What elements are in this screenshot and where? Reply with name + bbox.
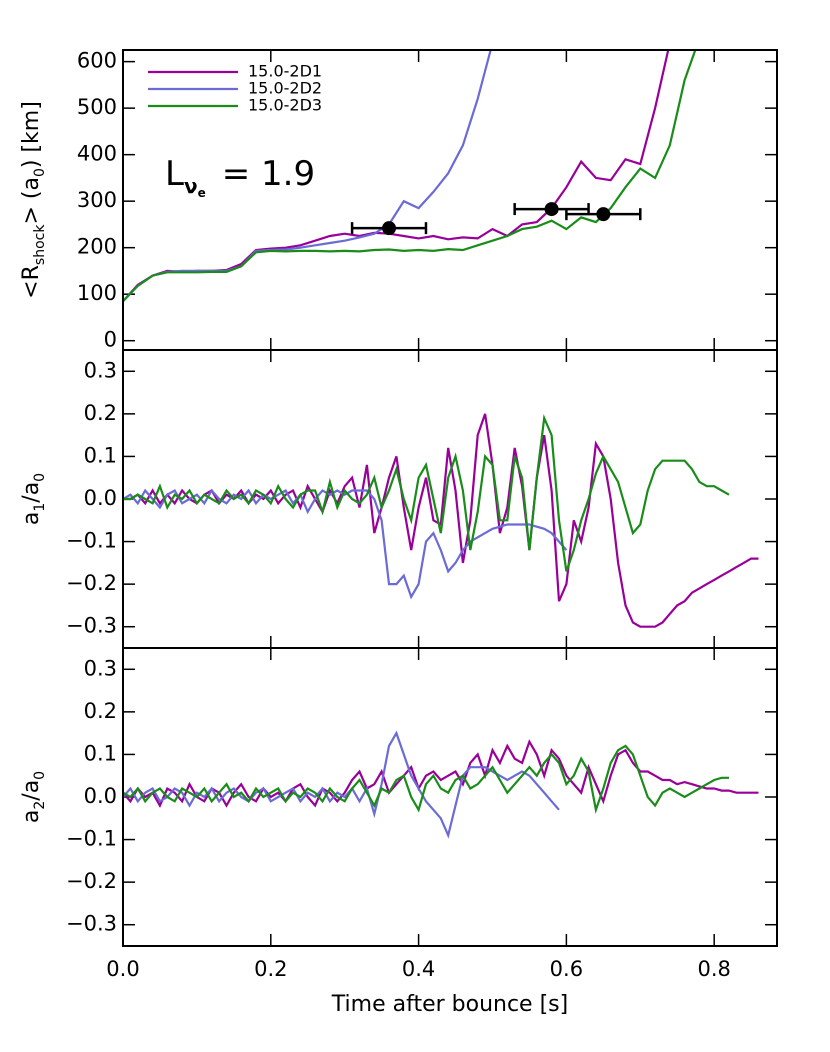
- y-axis-label: a2/a0: [19, 771, 48, 823]
- y-axis-label-sub: shock: [32, 224, 48, 265]
- series-line: [123, 50, 670, 302]
- y-tick-label: 300: [77, 188, 117, 212]
- series-line: [123, 50, 492, 302]
- y-tick-label: 600: [77, 49, 117, 73]
- y-tick-label: 0.0: [84, 486, 117, 510]
- marker: [544, 202, 559, 217]
- y-axis-label-part: ) [km]: [19, 101, 44, 168]
- y-axis-label-part: /a: [19, 780, 44, 801]
- x-tick-label: 0.4: [402, 957, 435, 981]
- legend-label: 15.0-2D2: [248, 79, 322, 98]
- y-tick-label: 0.3: [84, 656, 117, 680]
- y-tick-label: 100: [77, 281, 117, 305]
- series-line: [123, 413, 730, 572]
- y-axis-label-part: /a: [19, 482, 44, 503]
- y-tick-label: 500: [77, 95, 117, 119]
- y-axis-label-sub: 1: [32, 503, 48, 512]
- y-axis-label: <Rshock> (a0) [km]: [19, 101, 48, 299]
- x-tick-label: 0.8: [697, 957, 730, 981]
- x-tick-label: 0.2: [254, 957, 287, 981]
- y-axis-label-part: a: [19, 810, 44, 823]
- x-tick-label: 0.0: [106, 957, 139, 981]
- series-line: [123, 730, 560, 839]
- y-tick-label: 0.1: [84, 443, 117, 467]
- y-tick-label: −0.3: [66, 912, 117, 936]
- legend-label: 15.0-2D1: [248, 62, 322, 81]
- y-axis-label: a1/a0: [19, 473, 48, 525]
- y-axis-label-part: > (a: [19, 177, 44, 225]
- plot-frame: [122, 49, 778, 351]
- series-line: [123, 739, 759, 808]
- y-tick-label: 0: [104, 328, 117, 352]
- y-axis-label-sub: 0: [32, 771, 48, 780]
- y-tick-label: 200: [77, 235, 117, 259]
- annotation-text: L: [165, 154, 184, 194]
- annotation-rest: = 1.9: [222, 154, 315, 194]
- y-tick-label: 0.2: [84, 699, 117, 723]
- annotation: Lνe = 1.9: [165, 154, 315, 200]
- annotation-sub: ν: [184, 174, 198, 198]
- y-tick-label: −0.2: [66, 571, 117, 595]
- series-line: [123, 744, 729, 815]
- y-tick-label: 0.0: [84, 784, 117, 808]
- y-tick-label: 0.1: [84, 741, 117, 765]
- legend-label: 15.0-2D3: [248, 96, 322, 115]
- y-axis-label-sub: 2: [32, 801, 48, 810]
- series-line: [123, 488, 568, 600]
- y-tick-label: 400: [77, 142, 117, 166]
- y-axis-label-sub: 0: [32, 473, 48, 482]
- y-tick-label: −0.3: [66, 614, 117, 638]
- plot-frame: [122, 647, 778, 947]
- marker: [596, 207, 611, 222]
- marker: [382, 221, 397, 236]
- annotation-subsub: e: [198, 186, 206, 200]
- y-tick-label: −0.1: [66, 529, 117, 553]
- x-tick-label: 0.6: [550, 957, 583, 981]
- y-axis-label-part: <R: [19, 265, 44, 299]
- y-tick-label: 0.3: [84, 358, 117, 382]
- y-tick-label: 0.2: [84, 401, 117, 425]
- series-line: [123, 50, 697, 302]
- y-axis-label-sub: 0: [32, 168, 48, 177]
- y-tick-label: −0.1: [66, 827, 117, 851]
- y-tick-label: −0.2: [66, 869, 117, 893]
- y-axis-label-part: a: [19, 512, 44, 525]
- series-line: [123, 413, 759, 628]
- x-axis-label: Time after bounce [s]: [331, 992, 568, 1017]
